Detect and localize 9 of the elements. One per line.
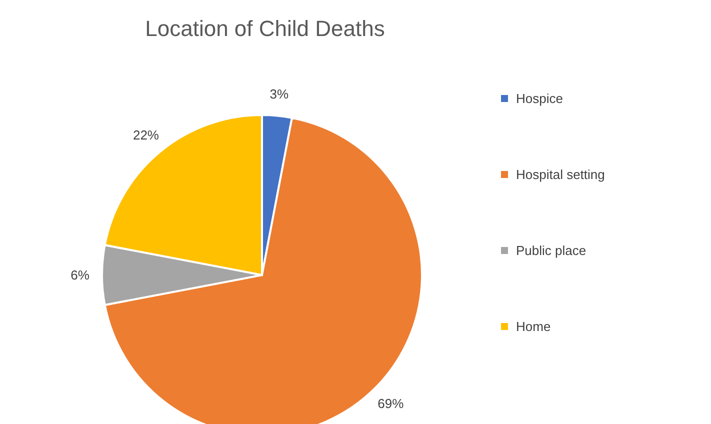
legend-label: Home xyxy=(515,318,552,336)
legend-label: Hospital setting xyxy=(515,166,606,184)
legend-label: Hospice xyxy=(515,90,564,108)
legend-label: Public place xyxy=(515,242,588,260)
data-label: 22% xyxy=(132,127,160,142)
data-label: 3% xyxy=(270,86,289,102)
data-label: 69% xyxy=(378,396,404,412)
data-label: 6% xyxy=(70,268,90,282)
chart-title: Location of Child Deaths xyxy=(144,16,386,42)
